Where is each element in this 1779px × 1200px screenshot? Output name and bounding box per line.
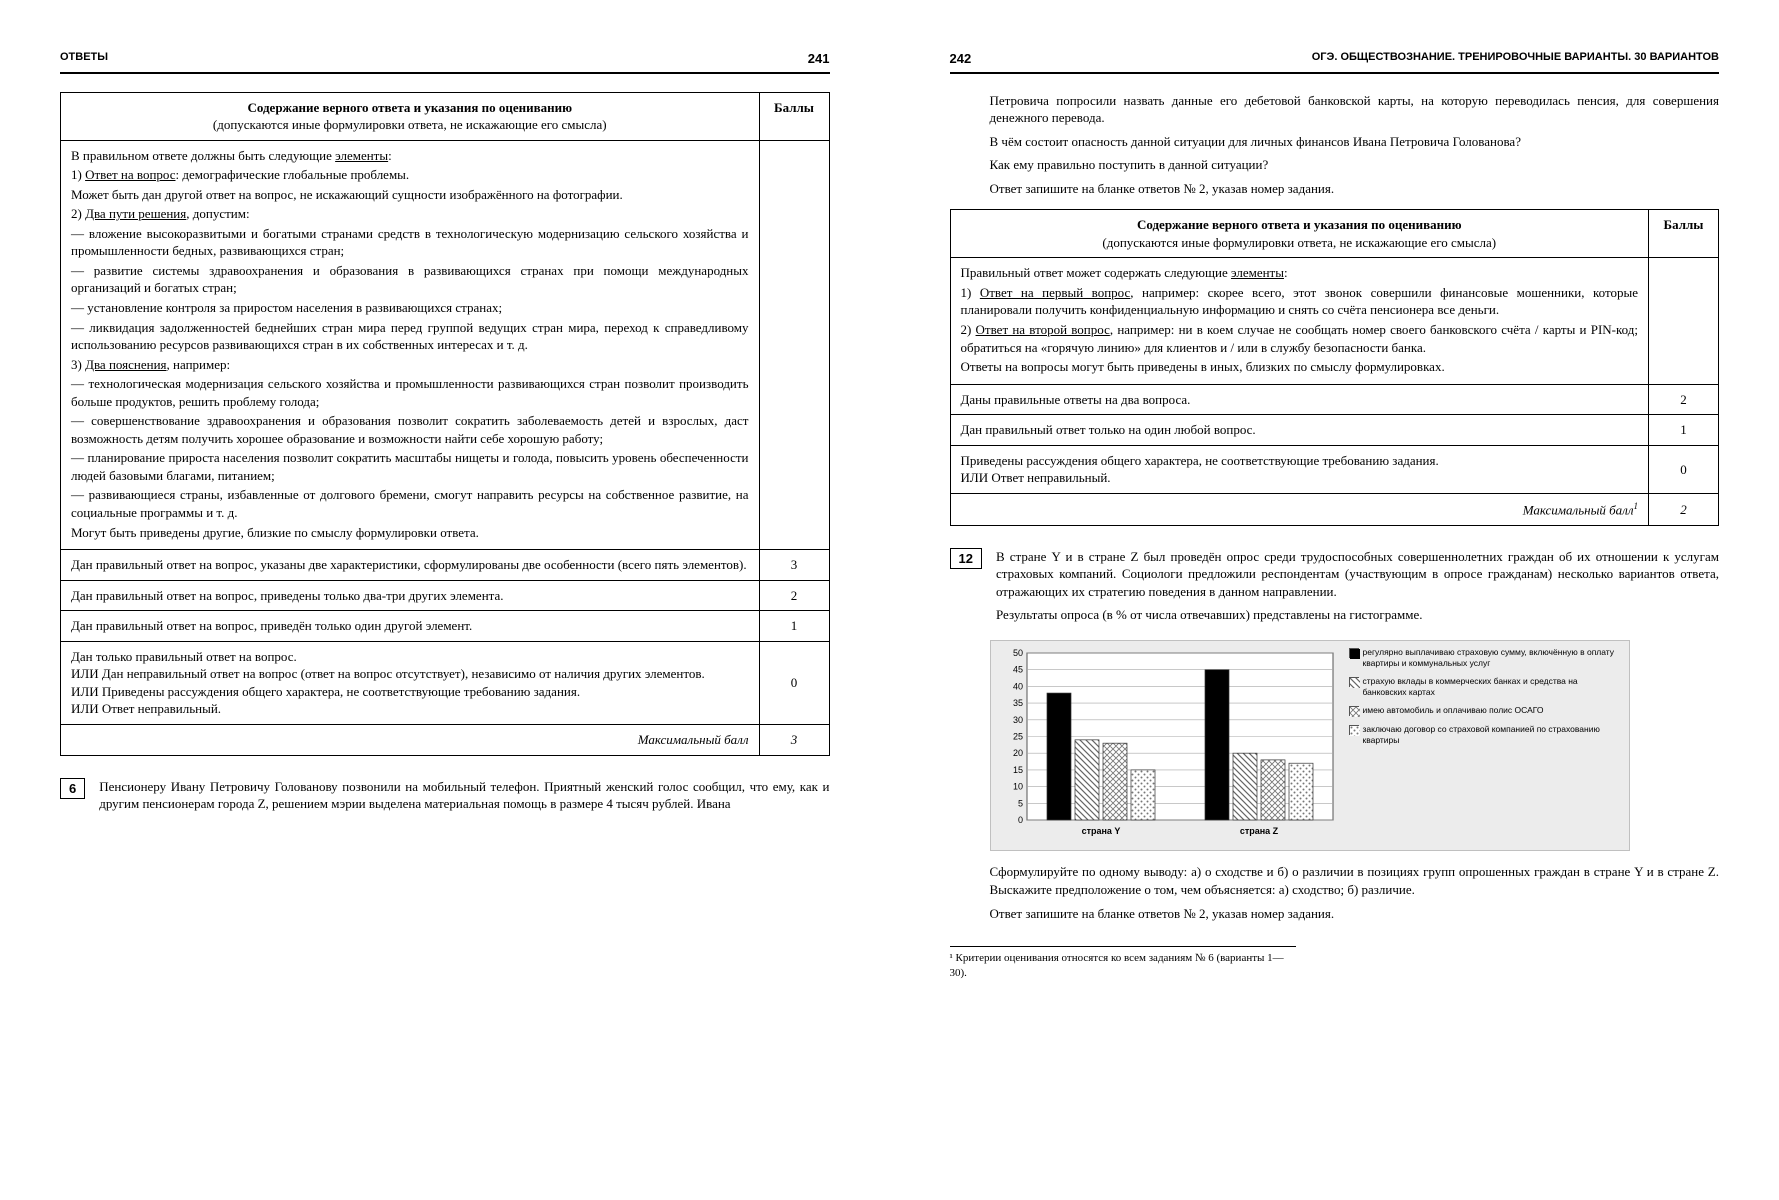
legend-item: заключаю договор со страховой компанией … bbox=[1349, 724, 1621, 745]
legend-swatch bbox=[1349, 706, 1359, 716]
header-label: ОГЭ. ОБЩЕСТВОЗНАНИЕ. ТРЕНИРОВОЧНЫЕ ВАРИА… bbox=[1312, 50, 1719, 68]
svg-text:45: 45 bbox=[1012, 665, 1022, 675]
legend-swatch bbox=[1349, 648, 1359, 658]
task-body: В стране Y и в стране Z был проведён опр… bbox=[996, 548, 1719, 630]
page-header-left: ОТВЕТЫ 241 bbox=[60, 50, 830, 74]
task-body: Пенсионеру Ивану Петровичу Голованову по… bbox=[99, 778, 829, 819]
score-header: Баллы bbox=[759, 92, 829, 140]
rubric-main-score bbox=[759, 140, 829, 549]
page-number: 241 bbox=[808, 50, 830, 68]
legend-label: имею автомобиль и оплачиваю полис ОСАГО bbox=[1363, 705, 1544, 716]
rubric-row: Дан правильный ответ на вопрос, приведён… bbox=[61, 611, 830, 642]
svg-text:30: 30 bbox=[1012, 715, 1022, 725]
legend-swatch bbox=[1349, 725, 1359, 735]
task12-after: Сформулируйте по одному выводу: а) о схо… bbox=[990, 863, 1720, 922]
chart-svg: 0 5 10 15 20 25 30 35 40 45 50 страна Y страна Z bbox=[999, 647, 1339, 842]
svg-text:20: 20 bbox=[1012, 748, 1022, 758]
svg-text:страна Y: страна Y bbox=[1081, 826, 1120, 836]
svg-text:страна Z: страна Z bbox=[1239, 826, 1278, 836]
task-number: 12 bbox=[950, 548, 982, 570]
legend-label: регулярно выплачиваю страховую сумму, вк… bbox=[1363, 647, 1621, 668]
page-242: 242 ОГЭ. ОБЩЕСТВОЗНАНИЕ. ТРЕНИРОВОЧНЫЕ В… bbox=[890, 0, 1779, 1200]
chart-legend: регулярно выплачиваю страховую сумму, вк… bbox=[1349, 647, 1621, 847]
rubric-main-cell: В правильном ответе должны быть следующи… bbox=[61, 140, 760, 549]
svg-text:10: 10 bbox=[1012, 782, 1022, 792]
svg-text:15: 15 bbox=[1012, 765, 1022, 775]
svg-text:5: 5 bbox=[1017, 798, 1022, 808]
svg-text:0: 0 bbox=[1017, 815, 1022, 825]
score-header: Баллы bbox=[1649, 210, 1719, 258]
histogram-chart: 0 5 10 15 20 25 30 35 40 45 50 страна Y страна Z рег… bbox=[990, 640, 1630, 852]
page-241: ОТВЕТЫ 241 Содержание верного ответа и у… bbox=[0, 0, 890, 1200]
rubric-main-cell-right: Правильный ответ может содержать следующ… bbox=[950, 258, 1649, 384]
task-12: 12 В стране Y и в стране Z был проведён … bbox=[950, 548, 1720, 630]
rubric-max-row: Максимальный балл1 2 bbox=[950, 493, 1719, 525]
page-header-right: 242 ОГЭ. ОБЩЕСТВОЗНАНИЕ. ТРЕНИРОВОЧНЫЕ В… bbox=[950, 50, 1720, 74]
rubric-header: Содержание верного ответа и указания по … bbox=[950, 210, 1649, 258]
rubric-table-right: Содержание верного ответа и указания по … bbox=[950, 209, 1720, 525]
svg-text:35: 35 bbox=[1012, 698, 1022, 708]
legend-item: регулярно выплачиваю страховую сумму, вк… bbox=[1349, 647, 1621, 668]
svg-text:40: 40 bbox=[1012, 681, 1022, 691]
rubric-row: Дан только правильный ответ на вопрос. И… bbox=[61, 641, 830, 724]
task-6: 6 Пенсионеру Ивану Петровичу Голованову … bbox=[60, 778, 830, 819]
rubric-table-left: Содержание верного ответа и указания по … bbox=[60, 92, 830, 756]
page-number: 242 bbox=[950, 50, 972, 68]
legend-label: страхую вклады в коммерческих банках и с… bbox=[1363, 676, 1621, 697]
footnote: ¹ Критерии оценивания относятся ко всем … bbox=[950, 946, 1296, 981]
rubric-row: Приведены рассуждения общего характера, … bbox=[950, 445, 1719, 493]
legend-swatch bbox=[1349, 677, 1359, 687]
rubric-row: Дан правильный ответ на вопрос, приведен… bbox=[61, 580, 830, 611]
legend-item: имею автомобиль и оплачиваю полис ОСАГО bbox=[1349, 705, 1621, 716]
rubric-header: Содержание верного ответа и указания по … bbox=[61, 92, 760, 140]
task6-continuation: Петровича попросили назвать данные его д… bbox=[990, 92, 1720, 198]
legend-label: заключаю договор со страховой компанией … bbox=[1363, 724, 1621, 745]
rubric-row: Дан правильный ответ на вопрос, указаны … bbox=[61, 550, 830, 581]
rubric-row: Дан правильный ответ только на один любо… bbox=[950, 415, 1719, 446]
svg-text:25: 25 bbox=[1012, 731, 1022, 741]
header-label: ОТВЕТЫ bbox=[60, 50, 108, 68]
task-number: 6 bbox=[60, 778, 85, 800]
rubric-max-row: Максимальный балл3 bbox=[61, 724, 830, 755]
legend-item: страхую вклады в коммерческих банках и с… bbox=[1349, 676, 1621, 697]
rubric-row: Даны правильные ответы на два вопроса.2 bbox=[950, 384, 1719, 415]
svg-text:50: 50 bbox=[1012, 648, 1022, 658]
